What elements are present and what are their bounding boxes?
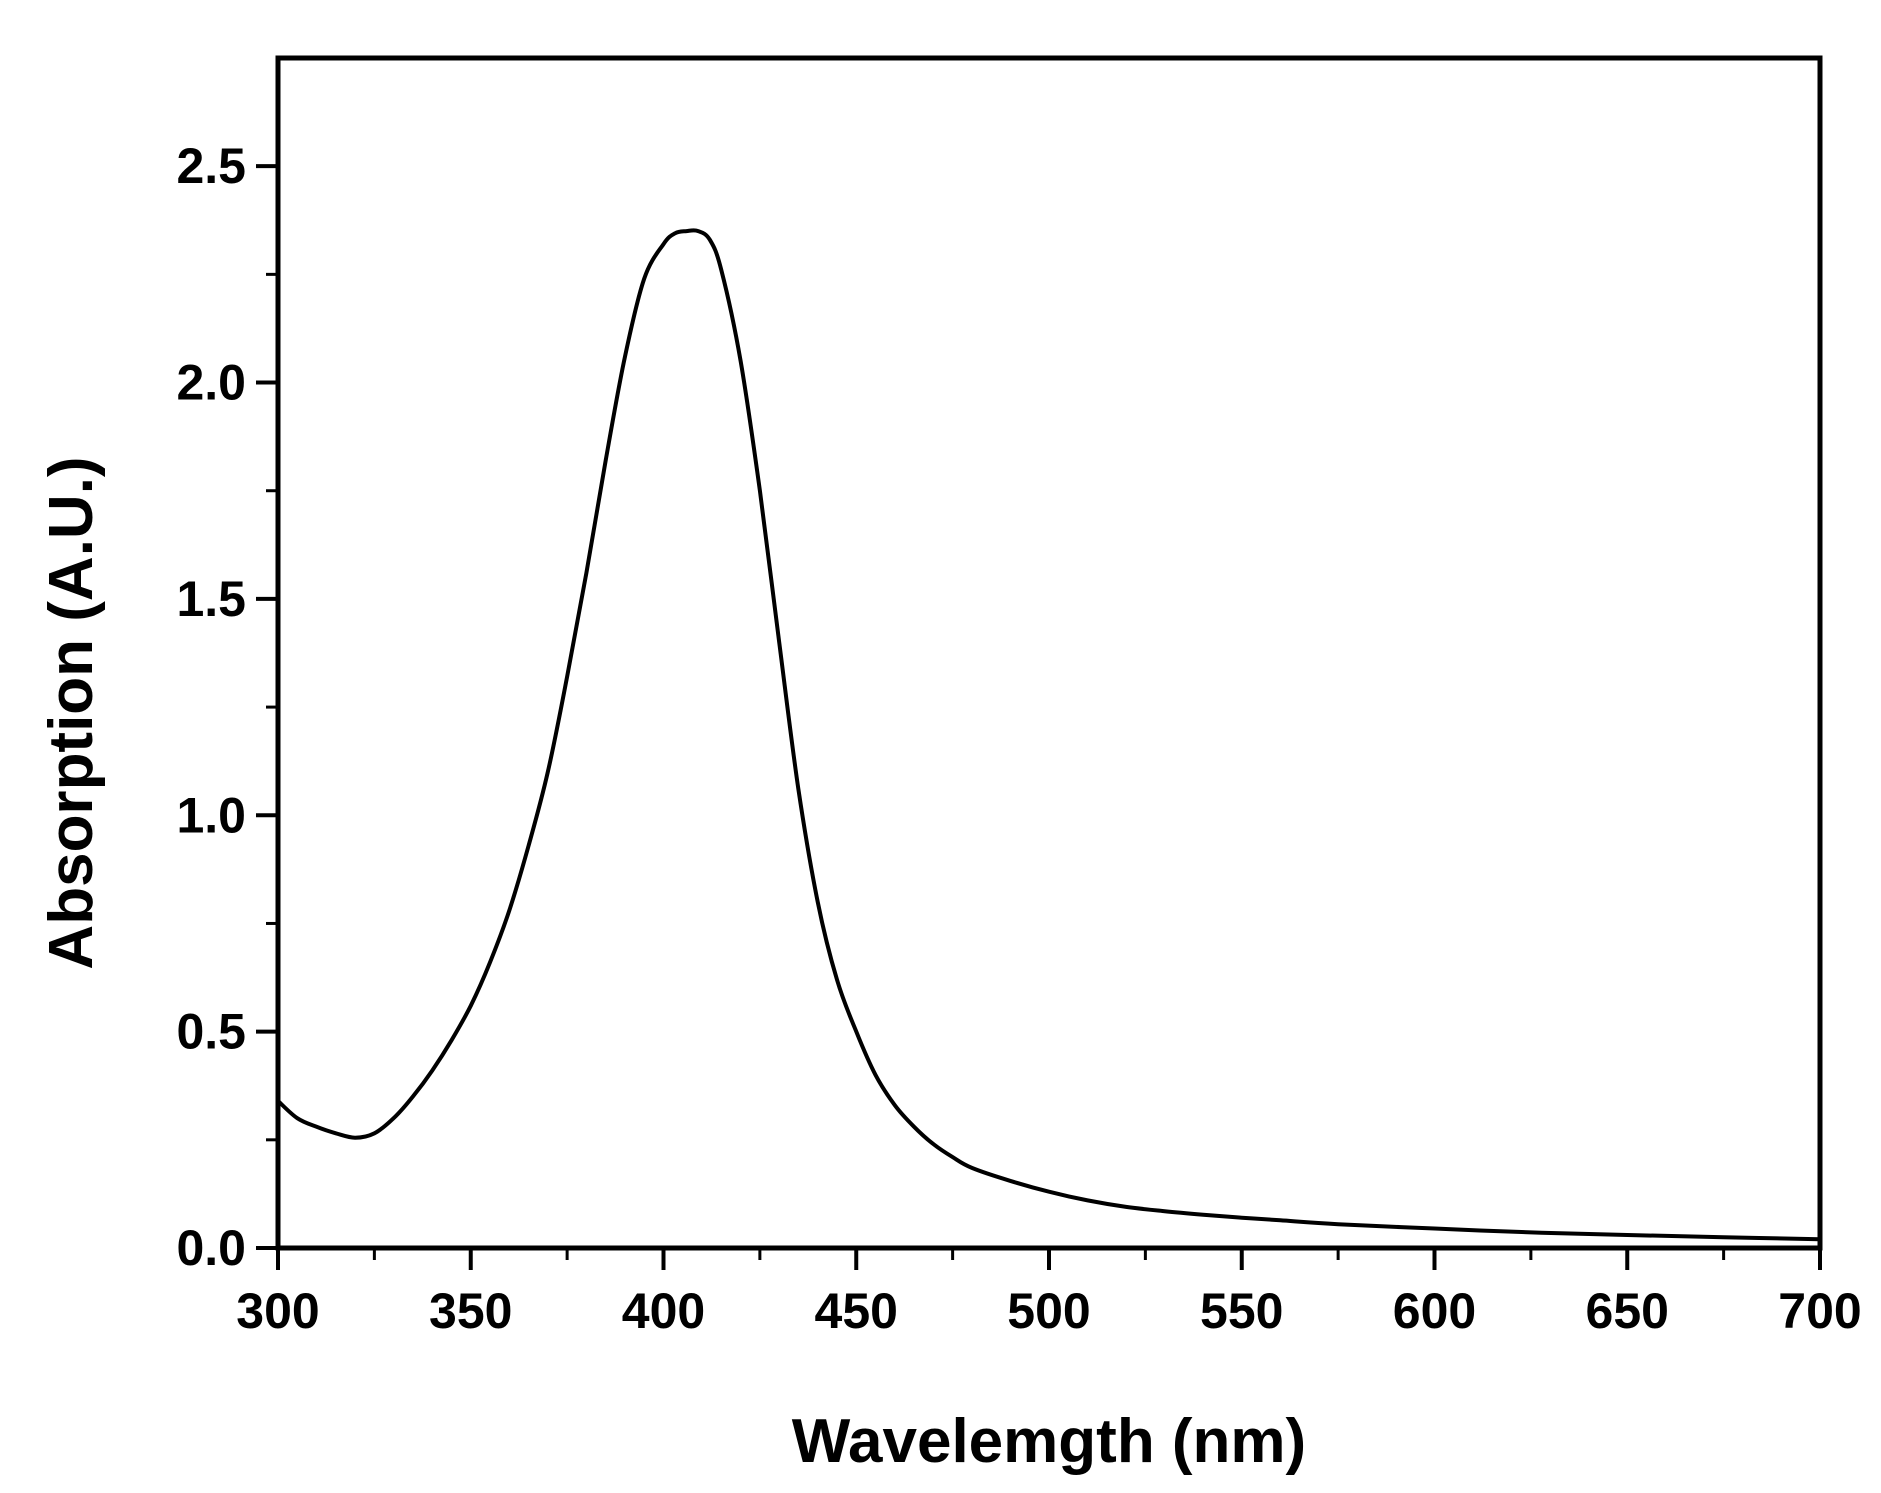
x-tick-label: 600 — [1393, 1283, 1476, 1339]
plot-frame — [275, 55, 1823, 1251]
x-tick-label: 700 — [1778, 1283, 1861, 1339]
y-tick-label: 0.5 — [176, 1004, 246, 1060]
x-tick-label: 650 — [1586, 1283, 1669, 1339]
y-tick-label: 0.0 — [176, 1220, 246, 1276]
y-tick-label: 2.5 — [176, 138, 246, 194]
x-tick-label: 500 — [1007, 1283, 1090, 1339]
y-tick-label: 1.0 — [176, 787, 246, 843]
x-axis-title: Wavelemgth (nm) — [792, 1407, 1306, 1476]
y-tick-label: 2.0 — [176, 355, 246, 411]
x-tick-label: 450 — [815, 1283, 898, 1339]
x-tick-label: 550 — [1200, 1283, 1283, 1339]
y-tick-label: 1.5 — [176, 571, 246, 627]
y-axis-title: Absorption (A.U.) — [37, 456, 106, 969]
x-tick-label: 400 — [622, 1283, 705, 1339]
x-tick-label: 350 — [429, 1283, 512, 1339]
absorption-curve — [276, 228, 1822, 1242]
x-tick-label: 300 — [236, 1283, 319, 1339]
tick-label-layer: 300 350 400 450 500 550 600 650 700 0.0 0.5 1.0 1.5 2… — [176, 138, 1861, 1339]
